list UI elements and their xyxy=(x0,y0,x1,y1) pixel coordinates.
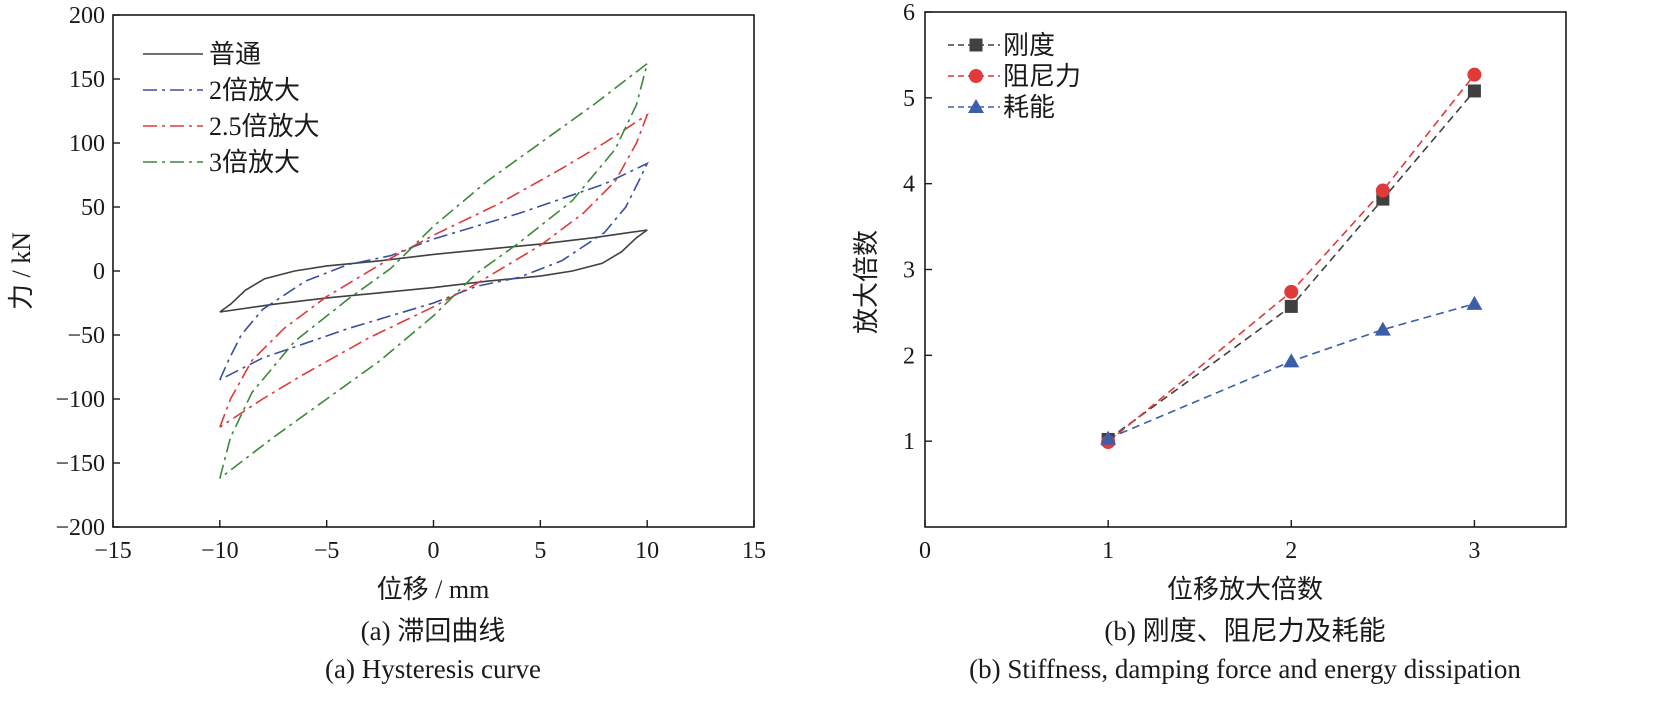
panel-b-series-2-point xyxy=(1100,430,1117,445)
panel-b-series-1-point xyxy=(1375,183,1390,198)
panel-a-x-tick-label: 10 xyxy=(635,538,659,564)
panel-a-caption-cn: (a) 滞回曲线 xyxy=(361,616,506,646)
panel-a-hysteresis-chart: −15 −10 −5 0 5 10 15 −200−150−100−500501001502… xyxy=(7,3,766,684)
panel-a-x-tick-label: −5 xyxy=(314,538,340,564)
panel-a-series-0-loop xyxy=(219,229,648,313)
panel-b-x-ticks: 0 1 2 3 xyxy=(919,520,1480,564)
panel-a-legend: 普通 2倍放大 2.5倍放大 3倍放大 xyxy=(143,40,320,177)
panel-b-series-1-line xyxy=(1107,74,1476,443)
panel-a-y-tick-label: 150 xyxy=(69,67,105,93)
panel-a-x-tick-label: 0 xyxy=(428,538,440,564)
panel-a-x-axis-label: 位移 / mm xyxy=(377,575,490,604)
panel-b-series-markers xyxy=(1100,67,1483,450)
panel-b-series-2-line xyxy=(1107,303,1475,440)
panel-a-legend-label: 2倍放大 xyxy=(209,76,300,105)
panel-b-y-tick-label: 6 xyxy=(903,0,915,26)
panel-b-legend-label: 刚度 xyxy=(1003,31,1055,60)
panel-a-series-lines xyxy=(219,61,649,480)
panel-b-legend-label: 阻尼力 xyxy=(1003,62,1081,91)
panel-a-caption-en: (a) Hysteresis curve xyxy=(325,654,541,684)
panel-b-series-2-point xyxy=(1374,321,1391,336)
panel-a-y-tick-label: −150 xyxy=(55,451,105,477)
panel-b-series-1-point xyxy=(1467,67,1482,82)
panel-b-legend-marker xyxy=(969,69,983,83)
panel-b-x-tick-label: 3 xyxy=(1468,538,1480,564)
panel-a-y-tick-label: 200 xyxy=(69,3,105,29)
panel-a-y-tick-label: 50 xyxy=(81,195,105,221)
panel-b-y-tick-label: 2 xyxy=(903,343,915,369)
panel-b-y-tick-label: 1 xyxy=(903,429,915,455)
panel-b-legend-marker xyxy=(969,38,983,52)
panel-b-series-2-point xyxy=(1283,353,1300,368)
panel-b-y-tick-label: 5 xyxy=(903,86,915,112)
panel-a-series-1-loop xyxy=(219,161,649,381)
panel-a-legend-label: 3倍放大 xyxy=(209,148,300,177)
panel-a-y-axis-label: 力 / kN xyxy=(7,232,36,310)
panel-a-y-ticks: −200 −150 −100 −50 0 50 100 150 200 xyxy=(55,3,120,541)
panel-b-x-axis-label: 位移放大倍数 xyxy=(1167,575,1323,604)
panel-a-y-tick-label: 0 xyxy=(93,259,105,285)
panel-a-y-tick-label: −100 xyxy=(55,387,105,413)
panel-a-x-tick-label: −10 xyxy=(201,538,239,564)
panel-a-y-tick-label: −200 xyxy=(55,515,105,541)
panel-a-x-ticks: −15 −10 −5 0 5 10 15 xyxy=(94,520,766,564)
panel-b-caption-en: (b) Stiffness, damping force and energy … xyxy=(969,654,1521,684)
panel-b-x-tick-label: 1 xyxy=(1102,538,1114,564)
panel-b-caption-cn: (b) 刚度、阻尼力及耗能 xyxy=(1104,616,1385,646)
panel-b-series-2-point xyxy=(1466,295,1483,310)
panel-b-y-ticks: 1 2 3 4 5 6 xyxy=(903,0,932,455)
panel-a-series-3-loop xyxy=(219,61,649,480)
panel-b-y-tick-label: 3 xyxy=(903,258,915,284)
panel-b-x-tick-label: 2 xyxy=(1285,538,1297,564)
panel-a-x-tick-label: 15 xyxy=(742,538,766,564)
panel-a-legend-label: 普通 xyxy=(209,40,261,69)
panel-b-y-tick-label: 4 xyxy=(903,172,915,198)
panel-b-series-0-point xyxy=(1467,84,1481,98)
panel-b-legend-label: 耗能 xyxy=(1003,93,1055,122)
panel-b-series-0-point xyxy=(1284,299,1298,313)
panel-a-legend-label: 2.5倍放大 xyxy=(209,112,320,141)
panel-a-x-tick-label: 5 xyxy=(534,538,546,564)
panel-b-legend-marker xyxy=(968,99,984,113)
panel-b-series-1-point xyxy=(1284,284,1299,299)
panel-b-series-lines xyxy=(1107,74,1476,443)
panel-a-y-tick-label: 100 xyxy=(69,131,105,157)
panel-b-x-tick-label: 0 xyxy=(919,538,931,564)
panel-a-x-tick-label: −15 xyxy=(94,538,132,564)
panel-a-y-tick-label: −50 xyxy=(67,323,105,349)
panel-a-series-2-loop xyxy=(219,112,649,428)
panel-b-y-axis-label: 放大倍数 xyxy=(852,230,881,334)
